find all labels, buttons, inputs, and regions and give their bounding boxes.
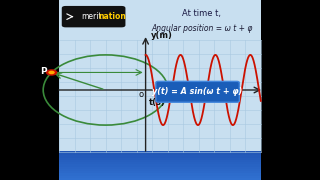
Text: P: P — [40, 67, 47, 76]
Bar — [59, 20, 261, 22]
Bar — [59, 43, 261, 45]
Bar — [59, 94, 261, 97]
Bar — [59, 11, 261, 14]
Bar — [59, 155, 261, 158]
Bar — [59, 160, 261, 162]
Bar — [59, 144, 261, 146]
Bar — [59, 74, 261, 76]
Text: Angular position = ω t + φ: Angular position = ω t + φ — [151, 24, 252, 33]
Bar — [59, 169, 261, 171]
Bar — [59, 90, 261, 92]
Bar — [59, 110, 261, 112]
Bar — [59, 81, 261, 83]
Bar — [59, 2, 261, 4]
Bar — [59, 130, 261, 133]
Bar — [59, 50, 261, 52]
Bar — [59, 38, 261, 40]
Bar — [59, 158, 261, 160]
Bar — [59, 135, 261, 137]
Bar — [59, 16, 261, 18]
Text: o: o — [139, 90, 144, 99]
Bar — [59, 88, 261, 90]
Bar — [59, 178, 261, 180]
Bar — [59, 52, 261, 54]
Bar — [59, 7, 261, 9]
Bar — [59, 0, 261, 2]
Bar — [59, 166, 261, 169]
Bar — [59, 151, 261, 153]
Bar — [59, 70, 261, 72]
Circle shape — [46, 69, 57, 76]
Bar — [59, 31, 261, 34]
Bar — [59, 34, 261, 36]
Bar — [59, 173, 261, 176]
Bar — [59, 115, 261, 117]
Bar — [59, 126, 261, 128]
Bar — [59, 40, 261, 43]
Bar — [59, 9, 261, 11]
Bar — [59, 61, 261, 63]
FancyBboxPatch shape — [62, 6, 125, 27]
Bar — [59, 68, 261, 70]
Text: t(s): t(s) — [149, 98, 165, 107]
Bar — [59, 148, 261, 151]
Bar — [59, 133, 261, 135]
Bar — [59, 137, 261, 140]
Text: y(m): y(m) — [150, 31, 172, 40]
Text: y(t) = A sin(ω t + φ): y(t) = A sin(ω t + φ) — [152, 87, 243, 96]
Bar — [59, 108, 261, 110]
Bar — [59, 142, 261, 144]
Bar — [59, 124, 261, 126]
Bar — [59, 58, 261, 61]
Bar — [59, 86, 261, 88]
Bar — [59, 106, 261, 108]
Bar — [59, 101, 261, 104]
Bar — [59, 128, 261, 130]
Bar — [59, 25, 261, 27]
Bar — [59, 164, 261, 166]
Bar — [59, 4, 261, 7]
Circle shape — [48, 71, 55, 74]
Bar — [59, 92, 261, 94]
Bar — [59, 47, 261, 50]
Bar — [59, 36, 261, 38]
Bar — [59, 18, 261, 20]
Bar — [59, 65, 261, 68]
Bar — [59, 112, 261, 115]
Bar — [59, 162, 261, 164]
Bar — [59, 22, 261, 25]
Bar — [59, 27, 261, 29]
Bar — [59, 153, 261, 155]
Bar — [59, 176, 261, 178]
Bar — [59, 54, 261, 56]
Bar — [59, 79, 261, 81]
Text: At time t,: At time t, — [182, 9, 221, 18]
Text: merit: merit — [82, 12, 102, 21]
Bar — [59, 76, 261, 79]
Bar — [59, 45, 261, 47]
Bar — [59, 14, 261, 16]
Bar — [59, 171, 261, 173]
Bar — [59, 63, 261, 65]
Bar — [59, 29, 261, 31]
Text: nation: nation — [98, 12, 126, 21]
Bar — [59, 72, 261, 74]
Bar — [59, 122, 261, 124]
Bar — [59, 119, 261, 122]
Bar — [59, 140, 261, 142]
Bar — [59, 56, 261, 58]
Bar — [59, 146, 261, 148]
Bar — [59, 99, 261, 101]
Bar — [59, 103, 261, 106]
Bar — [59, 117, 261, 119]
Bar — [59, 97, 261, 99]
FancyBboxPatch shape — [156, 81, 239, 102]
Bar — [59, 83, 261, 86]
